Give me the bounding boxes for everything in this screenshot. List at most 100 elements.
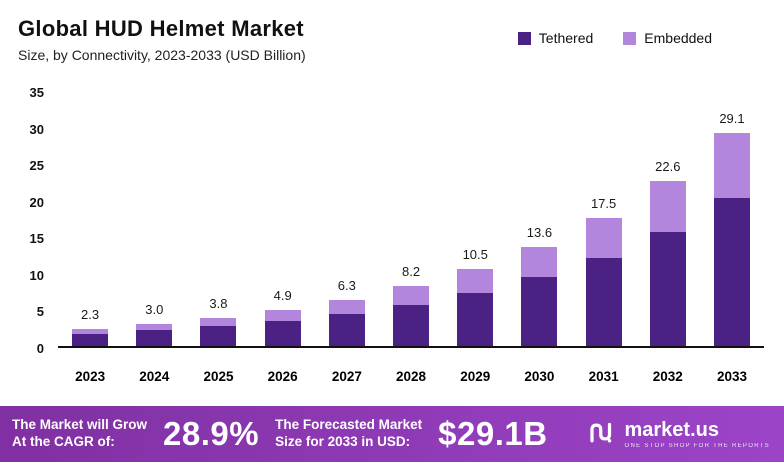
stacked-bar — [457, 269, 494, 346]
embedded-segment — [200, 318, 237, 327]
x-tick-label: 2024 — [139, 369, 170, 384]
cagr-label-line2: At the CAGR of: — [12, 434, 115, 449]
bar-column: 8.2 — [379, 90, 443, 346]
y-tick-label: 0 — [36, 341, 44, 356]
embedded-segment — [393, 286, 430, 306]
tethered-segment — [521, 277, 558, 346]
y-tick-label: 30 — [29, 121, 44, 137]
stacked-bar — [200, 318, 237, 346]
y-tick-label: 15 — [29, 231, 44, 247]
stacked-bar — [393, 286, 430, 346]
y-tick-label: 25 — [29, 158, 44, 174]
embedded-segment — [585, 218, 622, 258]
chart-subtitle: Size, by Connectivity, 2023-2033 (USD Bi… — [18, 47, 306, 63]
bar-total-label: 4.9 — [273, 288, 292, 304]
bar-column: 6.3 — [315, 90, 379, 346]
bar-column: 10.5 — [443, 90, 507, 346]
embedded-segment — [328, 299, 365, 314]
embedded-segment — [72, 329, 109, 334]
tethered-segment — [200, 326, 237, 346]
legend: Tethered Embedded — [517, 30, 712, 46]
cagr-value: 28.9% — [163, 415, 260, 452]
embedded-segment — [264, 310, 301, 322]
chart-area: 0 5 10 15 20 25 30 35 2.3 3.0 3.8 4.9 6.3 8.2 10.5 13.… — [14, 85, 770, 388]
legend-swatch-embedded — [623, 31, 637, 45]
bar-total-label: 29.1 — [719, 111, 745, 127]
y-tick-label: 10 — [29, 267, 44, 283]
x-tick-label: 2028 — [396, 369, 427, 384]
legend-label: Tethered — [538, 30, 594, 46]
bar-total-label: 17.5 — [590, 196, 617, 211]
bar-column: 13.6 — [507, 90, 571, 346]
legend-item-tethered: Tethered — [517, 30, 594, 46]
logo-name: market.us — [624, 418, 719, 441]
logo-tagline: ONE STOP SHOP FOR THE REPORTS — [624, 442, 770, 449]
x-tick-label: 2023 — [75, 369, 106, 384]
bar-total-label: 2.3 — [81, 307, 100, 323]
forecast-value: $29.1B — [438, 415, 548, 452]
tethered-segment — [136, 329, 173, 346]
chart-header: Global HUD Helmet Market Size, by Connec… — [0, 0, 784, 63]
legend-item-embedded: Embedded — [623, 30, 712, 46]
tethered-segment — [649, 231, 686, 346]
legend-label: Embedded — [644, 30, 712, 46]
bar-total-label: 6.3 — [337, 277, 356, 293]
tethered-segment — [393, 305, 430, 346]
stacked-bar — [328, 299, 365, 346]
embedded-segment — [649, 180, 686, 232]
bar-column: 3.8 — [186, 90, 250, 346]
tethered-segment — [713, 197, 750, 346]
bar-column: 4.9 — [251, 90, 315, 346]
y-tick-label: 5 — [36, 304, 44, 320]
y-axis: 0 5 10 15 20 25 30 35 — [14, 85, 50, 356]
tethered-segment — [328, 313, 365, 346]
bar-total-label: 22.6 — [655, 158, 681, 174]
bar-column: 3.0 — [122, 90, 186, 346]
embedded-segment — [457, 269, 494, 294]
bar-column: 2.3 — [58, 90, 122, 346]
forecast-label-line1: The Forecasted Market — [275, 417, 423, 433]
x-tick-label: 2025 — [203, 369, 234, 384]
stacked-bar — [649, 180, 686, 346]
embedded-segment — [136, 324, 173, 330]
bar-total-label: 3.0 — [145, 302, 164, 318]
cagr-label: The Market will Grow At the CAGR of: — [12, 417, 147, 451]
x-tick-label: 2027 — [331, 369, 362, 384]
x-axis: 2023 2024 2025 2026 2027 2028 2029 2030 2031 2032… — [58, 356, 764, 388]
stacked-bar — [713, 133, 750, 346]
bar-total-label: 10.5 — [462, 247, 488, 263]
stacked-bar — [136, 324, 173, 346]
x-tick-label: 2030 — [524, 369, 555, 384]
tethered-segment — [72, 333, 109, 346]
forecast-label-line2: Size for 2033 in USD: — [275, 434, 411, 449]
marketus-logo-icon — [587, 417, 617, 452]
bar-column: 22.6 — [636, 90, 700, 346]
bar-total-label: 3.8 — [209, 296, 228, 312]
x-tick-label: 2029 — [460, 369, 491, 384]
tethered-segment — [457, 293, 494, 346]
forecast-label: The Forecasted Market Size for 2033 in U… — [275, 417, 422, 451]
stacked-bar — [521, 246, 558, 346]
marketus-logo: market.us ONE STOP SHOP FOR THE REPORTS — [587, 417, 770, 452]
chart-title: Global HUD Helmet Market — [18, 16, 304, 41]
x-tick-label: 2026 — [267, 369, 298, 384]
embedded-segment — [713, 133, 750, 198]
stacked-bar — [264, 310, 301, 346]
y-tick-label: 35 — [29, 85, 44, 100]
stacked-bar — [585, 218, 622, 346]
cagr-label-line1: The Market will Grow — [12, 417, 148, 433]
embedded-segment — [521, 246, 558, 278]
tethered-segment — [264, 321, 301, 346]
x-tick-label: 2032 — [652, 369, 683, 384]
tethered-segment — [585, 257, 622, 346]
y-tick-label: 20 — [29, 194, 44, 210]
bar-total-label: 13.6 — [526, 224, 553, 240]
plot-area: 2.3 3.0 3.8 4.9 6.3 8.2 10.5 13.6 17.5 22.6 29.1 — [58, 90, 764, 348]
legend-swatch-tethered — [517, 31, 531, 45]
bar-total-label: 8.2 — [401, 264, 421, 280]
bar-column: 17.5 — [572, 90, 636, 346]
x-tick-label: 2033 — [716, 369, 747, 384]
bar-column: 29.1 — [700, 90, 764, 346]
logo-text: market.us ONE STOP SHOP FOR THE REPORTS — [624, 420, 770, 449]
